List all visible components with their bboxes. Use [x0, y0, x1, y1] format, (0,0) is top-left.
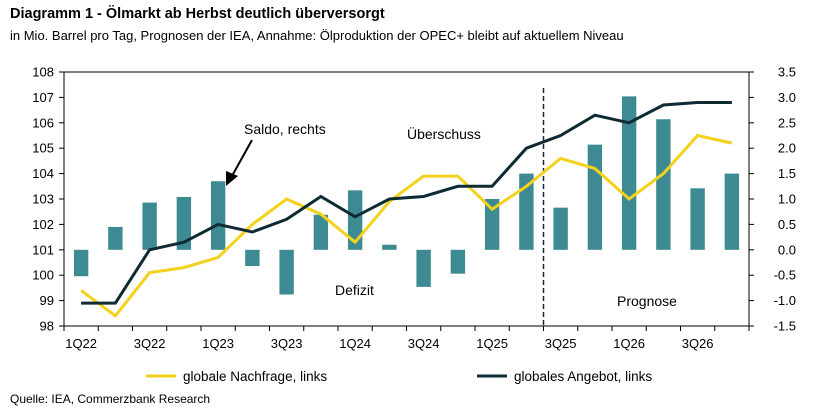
y-left-tick-label: 108 — [32, 65, 54, 80]
saldo-bar — [347, 190, 363, 250]
saldo-bar — [621, 96, 637, 250]
y-right-tick-label: 1.5 — [778, 166, 796, 181]
demand-line — [80, 133, 733, 318]
chart: 98 99 100 101 102 103 104 105 106 107 108 -1.5 -1.0 -… — [32, 65, 796, 385]
x-tick-label: 3Q23 — [271, 336, 303, 351]
saldo-bar — [279, 249, 294, 295]
legend-label-supply: globales Angebot, links — [514, 369, 652, 384]
saldo-bar — [484, 199, 500, 250]
saldo-bar — [553, 207, 568, 250]
x-tick-label: 3Q26 — [682, 336, 714, 351]
x-tick-label: 1Q22 — [65, 336, 97, 351]
y-left-tick-label: 107 — [32, 90, 54, 105]
y-left-tick-label: 105 — [32, 141, 54, 156]
y-right-tick-label: -0.5 — [774, 268, 796, 283]
y-left-tick-label: 101 — [32, 242, 54, 257]
chart-title: Diagramm 1 - Ölmarkt ab Herbst deutlich … — [10, 6, 385, 22]
surplus-label: Überschuss — [407, 125, 481, 142]
saldo-bar — [656, 119, 671, 250]
saldo-bar — [142, 202, 157, 250]
saldo-bar — [382, 244, 397, 250]
saldo-bar — [416, 249, 431, 287]
y-right-tick-label: 3.0 — [778, 90, 796, 105]
saldo-bar — [724, 173, 740, 250]
supply-line — [81, 101, 732, 305]
y-left-tick-label: 100 — [32, 268, 54, 283]
y-right-tick-label: 2.0 — [778, 141, 796, 156]
forecast-label: Prognose — [617, 293, 677, 309]
saldo-bar — [690, 188, 705, 250]
chart-subtitle: in Mio. Barrel pro Tag, Prognosen der IE… — [10, 28, 624, 43]
y-left-tick-label: 104 — [32, 166, 54, 181]
legend-label-demand: globale Nachfrage, links — [183, 369, 327, 384]
y-left-tick-label: 103 — [32, 192, 54, 207]
source-note: Quelle: IEA, Commerzbank Research — [10, 392, 211, 406]
saldo-bar — [210, 181, 226, 250]
x-tick-label: 3Q22 — [134, 336, 166, 351]
y-right-tick-label: 3.5 — [778, 65, 796, 80]
y-right-tick-label: 1.0 — [778, 192, 796, 207]
saldo-bar — [587, 144, 603, 250]
y-right-tick-label: -1.0 — [774, 293, 796, 308]
saldo-bar — [519, 173, 534, 250]
y-right-tick-label: 2.5 — [778, 115, 796, 130]
deficit-label: Defizit — [335, 282, 374, 298]
saldo-bar — [176, 196, 192, 250]
y-left-tick-label: 102 — [32, 217, 54, 232]
y-left-tick-label: 106 — [32, 115, 54, 130]
x-tick-label: 3Q24 — [408, 336, 440, 351]
x-tick-label: 1Q26 — [613, 336, 645, 351]
x-tick-label: 1Q23 — [202, 336, 234, 351]
saldo-bar — [450, 249, 466, 274]
saldo-bar — [108, 226, 123, 250]
x-tick-label: 1Q25 — [476, 336, 508, 351]
saldo-bar — [313, 214, 329, 250]
saldo-annotation: Saldo, rechts — [244, 121, 326, 137]
annotation-arrowhead — [226, 171, 238, 186]
saldo-bar — [73, 249, 89, 277]
y-left-tick-label: 98 — [40, 319, 54, 334]
y-right-tick-label: -1.5 — [774, 319, 796, 334]
x-tick-label: 3Q25 — [545, 336, 577, 351]
saldo-bar — [245, 249, 260, 267]
x-tick-label: 1Q24 — [339, 336, 371, 351]
y-left-tick-label: 99 — [40, 293, 54, 308]
annotation-arrow-line — [231, 139, 253, 177]
y-right-tick-label: 0.5 — [778, 217, 796, 232]
y-right-tick-label: 0.0 — [778, 242, 796, 257]
